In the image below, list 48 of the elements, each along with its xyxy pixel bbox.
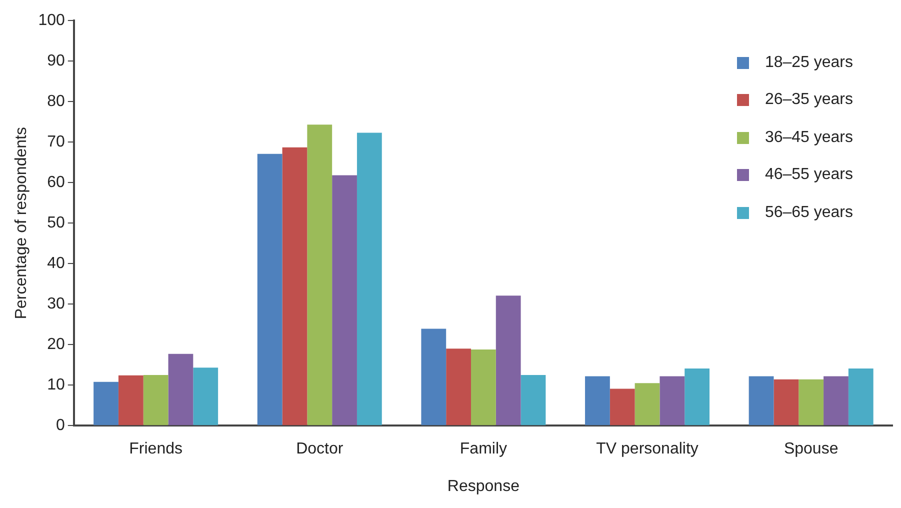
x-tick-label: Doctor <box>296 440 344 458</box>
legend-label: 18–25 years <box>764 54 853 72</box>
bar <box>446 348 471 426</box>
bar <box>168 354 194 426</box>
y-tick-label: 20 <box>47 336 65 354</box>
x-tick-label: Friends <box>129 440 182 458</box>
y-tick-label: 70 <box>47 134 65 151</box>
bar <box>282 147 308 426</box>
y-tick-label: 100 <box>38 12 65 30</box>
x-tick-label: TV personality <box>596 440 698 458</box>
y-tick-label: 10 <box>47 376 65 394</box>
y-tick-label: 40 <box>47 255 65 272</box>
x-tick-label: Spouse <box>784 440 838 458</box>
bar <box>118 375 144 426</box>
bar <box>520 374 546 426</box>
y-tick-label: 0 <box>56 417 65 434</box>
bar <box>610 388 635 426</box>
legend-label: 36–45 years <box>764 128 853 147</box>
bar <box>193 368 218 426</box>
bar <box>421 328 446 426</box>
bar <box>471 349 496 426</box>
legend-label: 26–35 years <box>764 91 853 110</box>
legend-label: 56–65 years <box>764 204 853 222</box>
bar <box>356 132 382 426</box>
y-tick-label: 80 <box>47 93 65 110</box>
bar <box>824 376 848 426</box>
bar <box>143 374 168 426</box>
y-tick-label: 60 <box>47 174 65 192</box>
y-tick-label: 30 <box>47 296 65 313</box>
y-tick-label: 90 <box>47 52 65 70</box>
bar <box>774 379 799 426</box>
bar <box>257 154 282 426</box>
x-tick-label: Family <box>460 440 507 458</box>
x-axis-title: Response <box>447 478 520 495</box>
bar <box>94 382 118 426</box>
bar <box>848 368 874 426</box>
bar <box>332 175 357 426</box>
y-tick-label: 50 <box>47 214 65 232</box>
bar <box>634 383 660 426</box>
bar <box>798 379 824 426</box>
bar <box>660 376 685 426</box>
y-axis-title: Percentage of respondents <box>13 127 30 320</box>
bar <box>684 368 710 426</box>
legend-label: 46–55 years <box>764 166 853 184</box>
bar <box>585 376 610 426</box>
bar <box>496 296 521 426</box>
bar <box>748 376 774 426</box>
bar <box>307 124 332 426</box>
